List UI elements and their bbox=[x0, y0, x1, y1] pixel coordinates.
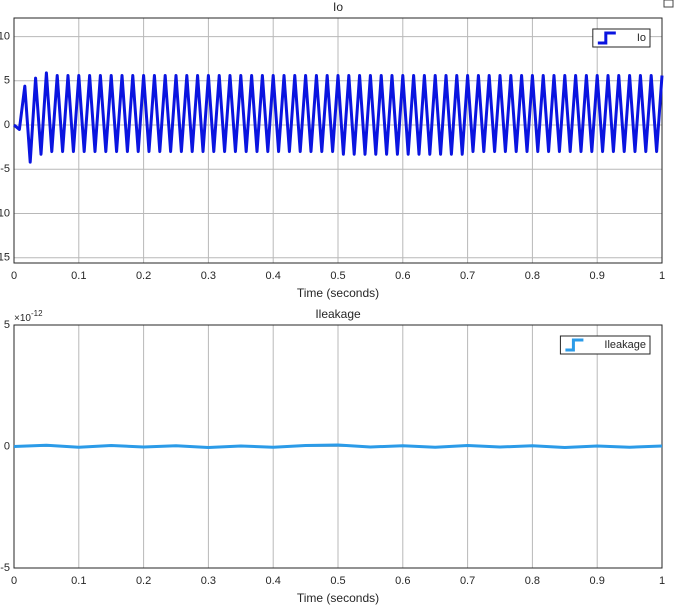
data-line bbox=[13, 443, 663, 449]
x-tick-label: 0.1 bbox=[71, 270, 86, 282]
x-tick-label: 0.6 bbox=[395, 575, 410, 587]
undock-icon[interactable] bbox=[663, 0, 674, 8]
x-tick-label: 0.3 bbox=[201, 575, 216, 587]
x-tick-label: 0.8 bbox=[525, 270, 540, 282]
x-axis-label: Time (seconds) bbox=[297, 591, 379, 605]
x-tick-label: 0.3 bbox=[201, 270, 216, 282]
y-tick-label: 5 bbox=[4, 75, 10, 87]
x-tick-label: 0.2 bbox=[136, 575, 151, 587]
x-tick-label: 0.6 bbox=[395, 270, 410, 282]
legend-label: Ileakage bbox=[604, 339, 646, 351]
legend: Io bbox=[592, 28, 651, 48]
axis-exponent: ×10-12 bbox=[14, 309, 43, 324]
y-tick-label: 10 bbox=[0, 30, 10, 42]
y-tick-label: -5 bbox=[0, 562, 10, 574]
x-tick-label: 0.7 bbox=[460, 575, 475, 587]
legend-swatch bbox=[597, 31, 616, 45]
chart-title: Io bbox=[333, 0, 343, 14]
chart-title: Ileakage bbox=[315, 307, 361, 321]
x-tick-label: 0.5 bbox=[330, 270, 345, 282]
y-tick-label: 5 bbox=[4, 319, 10, 331]
y-tick-label: 0 bbox=[4, 119, 10, 131]
x-tick-label: 0.9 bbox=[590, 270, 605, 282]
x-tick-label: 0.8 bbox=[525, 575, 540, 587]
axes-box bbox=[13, 17, 663, 264]
x-tick-label: 1 bbox=[659, 575, 665, 587]
exponent-power: -12 bbox=[31, 309, 43, 318]
y-tick-label: -15 bbox=[0, 252, 10, 264]
x-tick-label: 0.9 bbox=[590, 575, 605, 587]
x-tick-label: 0.2 bbox=[136, 270, 151, 282]
exponent-base: ×10 bbox=[14, 313, 31, 324]
x-tick-label: 0.1 bbox=[71, 575, 86, 587]
legend-label: Io bbox=[637, 32, 646, 44]
x-tick-label: 0.4 bbox=[266, 575, 281, 587]
x-tick-label: 0.7 bbox=[460, 270, 475, 282]
x-tick-label: 0.5 bbox=[330, 575, 345, 587]
y-tick-label: 0 bbox=[4, 440, 10, 452]
legend: Ileakage bbox=[559, 335, 651, 355]
y-tick-label: -5 bbox=[0, 163, 10, 175]
x-axis-label: Time (seconds) bbox=[297, 286, 379, 300]
x-tick-label: 0 bbox=[11, 575, 17, 587]
data-line bbox=[13, 71, 664, 164]
legend-swatch bbox=[565, 338, 584, 352]
x-tick-label: 0 bbox=[11, 270, 17, 282]
x-tick-label: 0.4 bbox=[266, 270, 281, 282]
y-tick-label: -10 bbox=[0, 207, 10, 219]
x-tick-label: 1 bbox=[659, 270, 665, 282]
